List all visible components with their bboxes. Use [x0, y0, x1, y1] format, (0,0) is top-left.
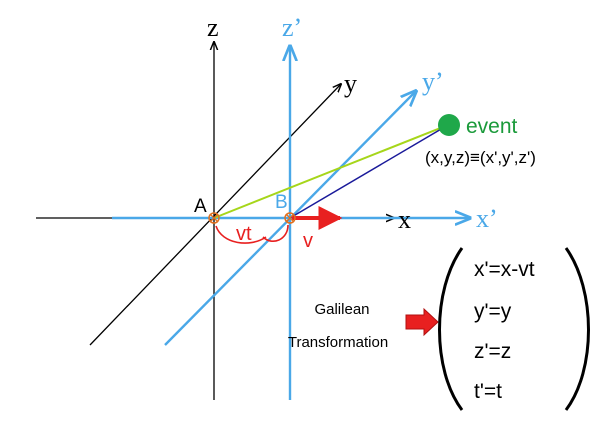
origin-b-label: B — [275, 192, 288, 213]
transformation-title-line1: Galilean — [314, 301, 369, 318]
x-prime-axis-label: x’ — [476, 204, 498, 233]
equation-y: y'=y — [474, 300, 512, 323]
velocity-label: v — [303, 230, 313, 252]
y-prime-axis-label: y’ — [422, 67, 444, 96]
equation-x: x'=x-vt — [474, 258, 535, 281]
displacement-label: vt — [236, 223, 252, 245]
y-axis-label: y — [344, 69, 357, 98]
origin-a-marker — [208, 212, 220, 224]
z-axis-label: z — [207, 13, 219, 42]
left-parenthesis — [438, 247, 464, 411]
z-prime-axis-label: z’ — [282, 13, 302, 42]
line-a-to-event — [213, 124, 449, 219]
equation-z: z'=z — [474, 340, 511, 363]
displacement-vt-arc-end — [262, 224, 289, 242]
event-dot — [438, 114, 460, 136]
origin-a-label: A — [194, 196, 207, 217]
transformation-title-line2: Transformation — [288, 334, 388, 351]
equation-t: t'=t — [474, 380, 502, 403]
right-parenthesis — [564, 247, 590, 411]
line-b-to-event — [289, 124, 449, 219]
event-coordinates: (x,y,z)≡(x',y',z') — [425, 148, 536, 167]
event-label: event — [466, 115, 518, 138]
origin-b-marker — [284, 212, 296, 224]
x-axis-label: x — [398, 205, 411, 234]
y-axis — [89, 84, 341, 346]
displacement-vt-arc — [215, 225, 267, 244]
transformation-arrow-icon — [405, 307, 439, 337]
